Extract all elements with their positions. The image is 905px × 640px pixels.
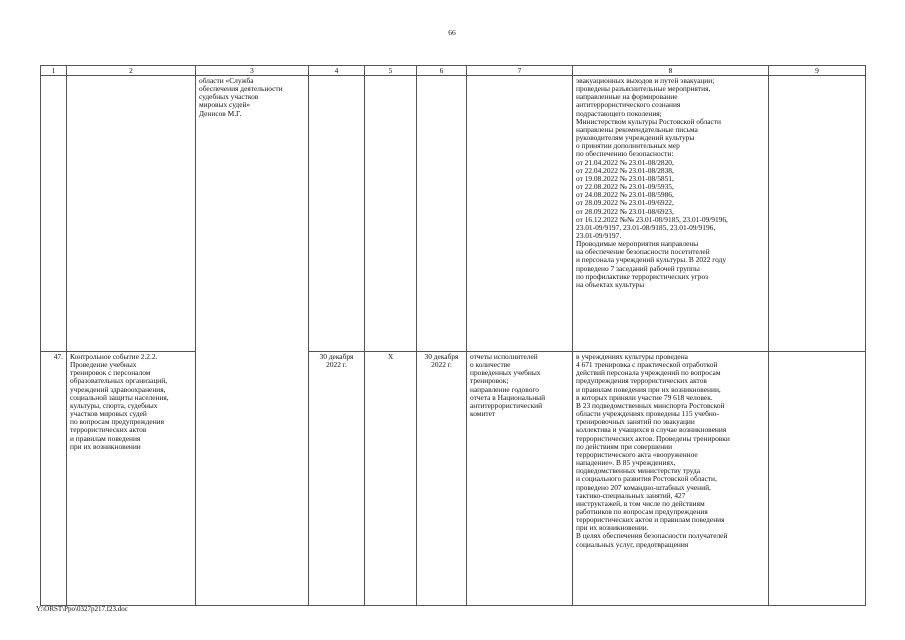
row-number: 47. <box>40 351 67 606</box>
planned-date-cell <box>308 75 365 352</box>
col9-cell <box>768 351 866 606</box>
responsible-cell: области «Служба обеспечения деятельности… <box>195 75 309 606</box>
column-header: 8 <box>572 65 769 76</box>
column-header: 5 <box>364 65 417 76</box>
col5-cell <box>364 75 417 352</box>
row-number <box>40 75 67 352</box>
event-cell <box>66 75 196 352</box>
column-header: 6 <box>416 65 467 76</box>
column-header: 9 <box>768 65 866 76</box>
event-cell: Контрольное событие 2.2.2. Проведение уч… <box>66 351 196 606</box>
column-header: 3 <box>195 65 309 76</box>
column-header: 7 <box>466 65 573 76</box>
planned-date-cell: 30 декабря 2022 г. <box>308 351 365 606</box>
col5-cell: Х <box>364 351 417 606</box>
column-header: 1 <box>40 65 67 76</box>
actual-date-cell <box>416 75 467 352</box>
result-cell <box>466 75 573 352</box>
measures-table: 1 2 3 4 5 6 7 8 9 области «Служба обеспе… <box>40 65 866 606</box>
col9-cell <box>768 75 866 352</box>
table-row: 47. Контрольное событие 2.2.2. Проведени… <box>40 351 866 606</box>
table-row: области «Служба обеспечения деятельности… <box>40 75 866 606</box>
result-cell: отчеты исполнителей о количестве проведе… <box>466 351 573 606</box>
info-cell: эвакуационных выходов и путей эвакуации;… <box>572 75 769 352</box>
info-cell: в учреждениях культуры проведена 4 671 т… <box>572 351 769 606</box>
file-path-footer: Y:\ORST\Ppo\0327p217.f23.doc <box>36 605 128 613</box>
column-header: 2 <box>66 65 196 76</box>
page-number: 66 <box>448 28 456 37</box>
column-numbers-row: 1 2 3 4 5 6 7 8 9 <box>40 65 866 76</box>
actual-date-cell: 30 декабря 2022 г. <box>416 351 467 606</box>
column-header: 4 <box>308 65 365 76</box>
